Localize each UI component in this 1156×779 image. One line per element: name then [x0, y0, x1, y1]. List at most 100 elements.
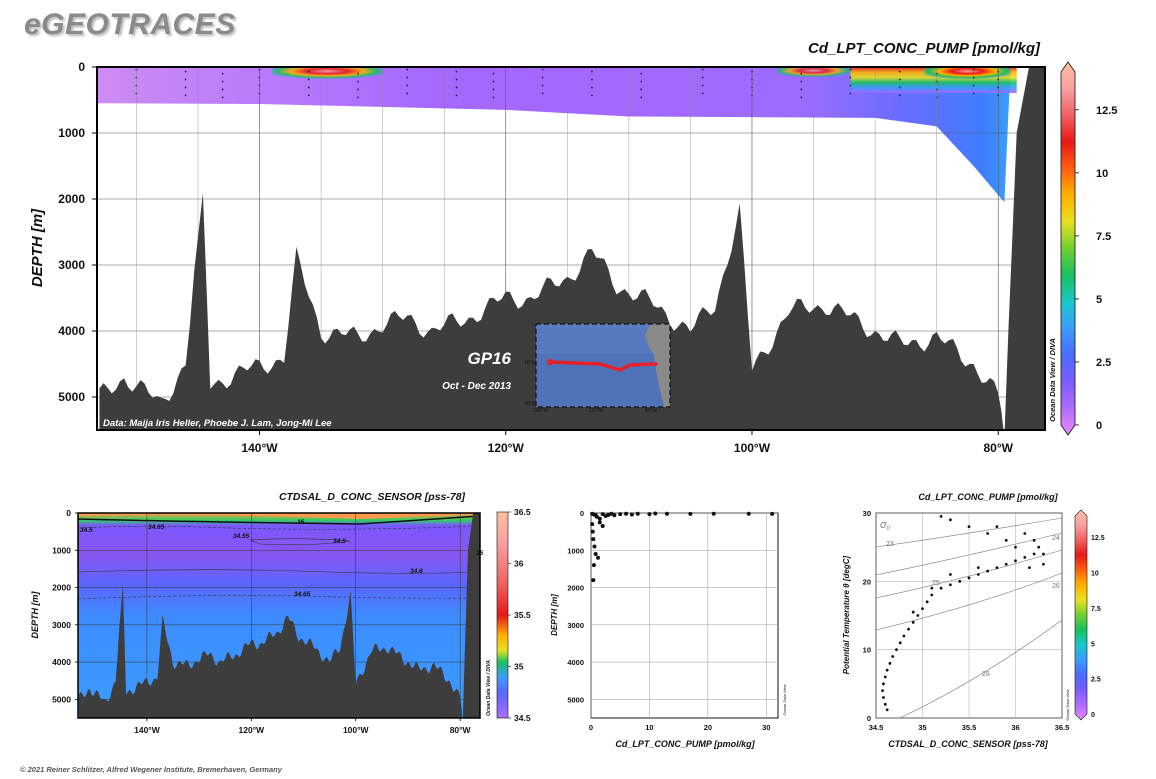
ts-point	[967, 525, 971, 529]
sample-dot	[591, 94, 593, 97]
contour-35	[78, 515, 480, 525]
y-tick-label: 4000	[58, 324, 85, 338]
salinity-watermark: Ocean Data View / DIVA	[486, 660, 492, 716]
profile-point	[590, 529, 595, 534]
ts-point	[1014, 545, 1017, 549]
surface-concentration-field	[97, 67, 1011, 203]
ts-x-axis: 34.5 35 35.5 36 36.5	[869, 723, 1070, 732]
profile-point	[597, 516, 602, 521]
scatter-profile-grid	[590, 512, 778, 718]
inset-lon-120w: 120°W	[588, 408, 603, 414]
y-tick-label: 1000	[52, 545, 71, 555]
ts-point	[1032, 538, 1036, 542]
ts-point	[986, 569, 989, 573]
x-tick-label: 30	[762, 723, 770, 732]
y-tick-label: 30	[863, 509, 871, 518]
salinity-plot-frame	[77, 512, 481, 719]
sample-dot	[184, 78, 187, 81]
sample-dot	[898, 78, 901, 81]
sample-dot	[307, 94, 310, 97]
sample-dot	[541, 92, 544, 95]
y-tick-label: 0	[66, 508, 71, 518]
profile-point	[629, 512, 634, 517]
x-tick-label: 120°W	[239, 725, 266, 735]
x-tick-label: 20	[704, 723, 712, 732]
ts-point	[883, 702, 887, 706]
sample-points	[135, 68, 1000, 99]
sample-dot	[492, 96, 495, 99]
colorbar-tick-label: 35	[514, 662, 524, 672]
main-watermark: Ocean Data View / DIVA	[1048, 338, 1057, 422]
ts-point	[949, 573, 952, 576]
y-tick-label: 2000	[58, 192, 85, 206]
ts-watermark: Ocean Data View	[1065, 689, 1070, 720]
profile-point	[591, 563, 596, 568]
x-tick-label: 80°W	[450, 725, 472, 735]
cruise-track-inset: 10°S 40°S 160°W 120°W 80°W GP16 Oct - De…	[442, 323, 671, 414]
y-tick-label: 3000	[567, 621, 584, 630]
ts-point	[1028, 566, 1031, 570]
sample-dot	[541, 68, 544, 71]
sample-dot	[701, 92, 704, 95]
sample-dot	[701, 76, 704, 79]
sample-dot	[800, 96, 803, 99]
sample-dot	[640, 72, 643, 75]
ts-point	[1004, 538, 1008, 542]
x-tick-label: 35.5	[962, 723, 977, 732]
bathymetry	[99, 67, 1045, 430]
salinity-section-plot: CTDSAL_D_CONC_SENSOR [pss-78] 34.65 34.5…	[30, 491, 531, 735]
salinity-colorbar-bar	[496, 511, 509, 719]
ts-point	[1042, 552, 1045, 556]
sample-dot	[972, 68, 975, 71]
colorbar-tick-label: 7.5	[1096, 231, 1111, 243]
density-label-28: 28	[982, 671, 990, 678]
inset-land	[645, 324, 670, 407]
ts-point	[1004, 562, 1008, 566]
colorbar-tick-label: 2.5	[1096, 357, 1111, 369]
y-tick-label: 0	[580, 509, 584, 518]
contour-label-8: 34.5	[80, 527, 93, 534]
density-label-25: 25	[932, 580, 940, 587]
sample-dot	[492, 88, 495, 91]
x-tick-label: 120°W	[488, 441, 525, 455]
ts-point	[976, 573, 980, 576]
ts-colorbar-bar	[1074, 509, 1088, 721]
salinity-y-axis-label: DEPTH [m]	[30, 590, 40, 638]
sample-dot	[849, 84, 852, 87]
profile-point	[618, 512, 623, 517]
ts-colorbar: 0 2.5 5 7.5 10 12.5	[1074, 509, 1105, 721]
sample-dot	[898, 86, 901, 89]
scatter-profile-y-label: DEPTH [m]	[550, 594, 559, 636]
sample-dot	[357, 80, 359, 83]
sample-dot	[455, 70, 458, 73]
salinity-surface-band	[78, 513, 480, 519]
sample-dot	[898, 70, 901, 73]
colorbar-tick-label: 36.5	[514, 507, 531, 517]
y-tick-label: 5000	[52, 694, 71, 704]
y-tick-label: 0	[867, 714, 871, 723]
ts-point	[949, 518, 952, 522]
profile-point	[770, 511, 775, 516]
egeotraces-logo: eGEOTRACES	[24, 8, 236, 41]
sample-dot	[640, 88, 643, 91]
y-tick-label: 1000	[58, 126, 85, 140]
contour-34-65-lower	[78, 595, 480, 600]
ts-point	[885, 668, 889, 672]
cruise-start-marker	[546, 358, 554, 366]
ts-point	[1023, 532, 1027, 535]
colorbar-tick-label: 0	[1096, 420, 1102, 432]
salinity-y-axis: 0 1000 2000 3000 4000 5000	[52, 508, 78, 704]
density-isolines	[875, 517, 1063, 719]
inset-lat-10s: 10°S	[524, 360, 536, 366]
surface-maximum-core	[924, 67, 1011, 81]
ts-point	[891, 655, 895, 658]
density-label-26: 26	[1052, 583, 1060, 590]
surface-maximum-west	[271, 67, 383, 81]
y-tick-label: 3000	[52, 620, 71, 630]
ts-point	[902, 634, 906, 638]
ts-point	[916, 614, 920, 617]
ts-point	[995, 525, 999, 529]
copyright-footer: © 2021 Reiner Schlitzer, Alfred Wegener …	[20, 765, 283, 774]
x-tick-label: 0	[589, 723, 593, 732]
profile-point	[600, 512, 605, 517]
